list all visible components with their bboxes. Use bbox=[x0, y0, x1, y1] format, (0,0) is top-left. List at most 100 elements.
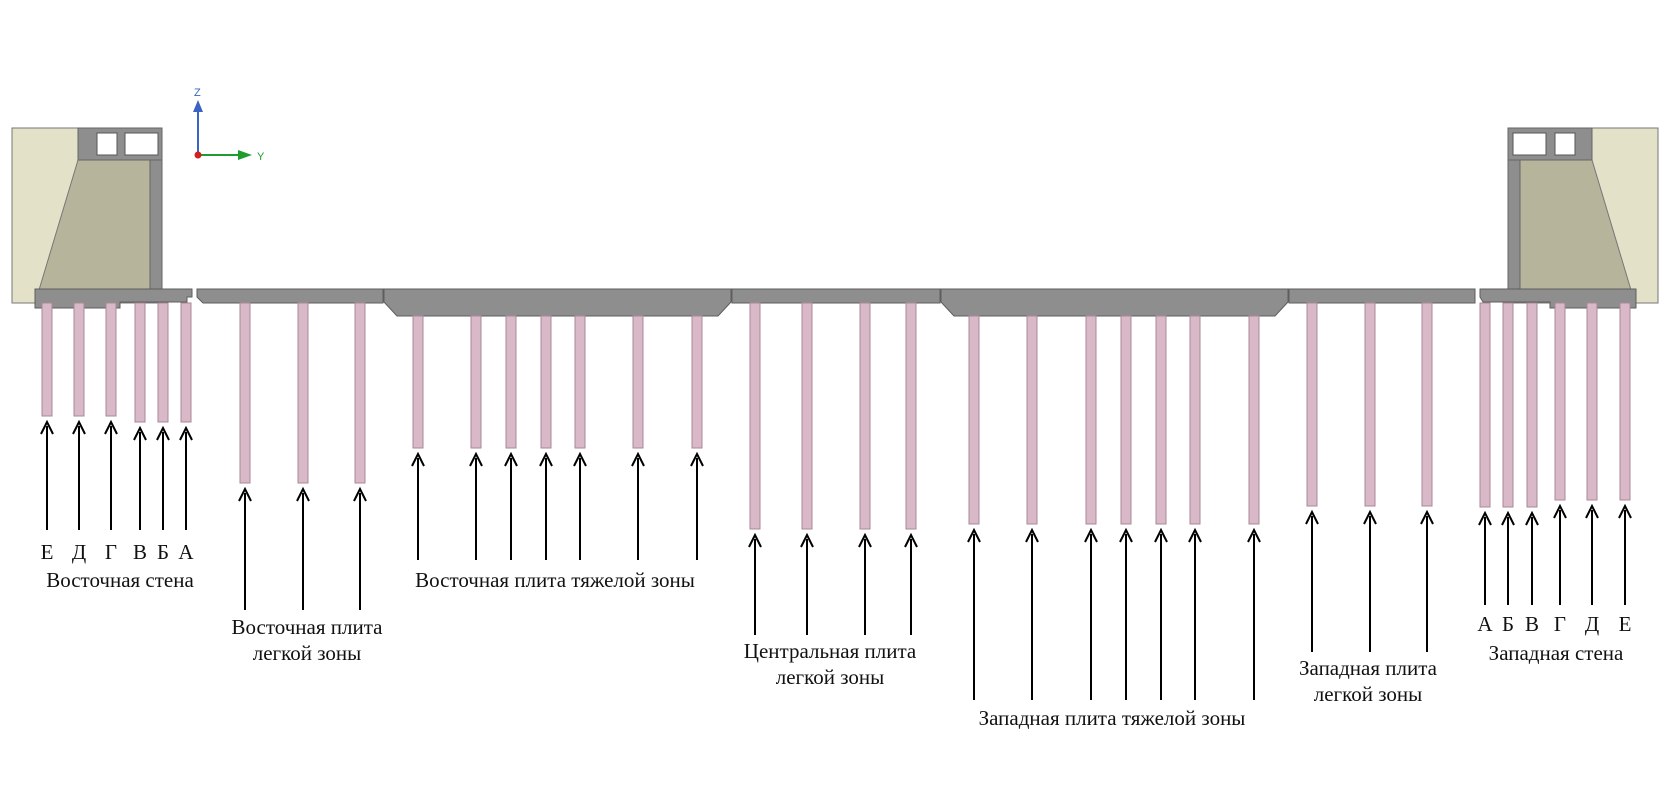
axis-triad: Z Y bbox=[193, 87, 265, 163]
west-heavy-pile bbox=[1248, 315, 1260, 525]
east-wall-pile bbox=[180, 302, 192, 423]
axis-z-label: Z bbox=[194, 87, 201, 99]
west-heavy-pile bbox=[968, 315, 980, 525]
east-light-arrow-head bbox=[296, 486, 310, 502]
west-wall-arrow-head bbox=[1525, 510, 1539, 526]
east-wall-arrow-head bbox=[72, 419, 86, 435]
east-light-pile bbox=[354, 302, 366, 484]
label-west-light-line1: Западная плита bbox=[1299, 656, 1437, 680]
east-abutment bbox=[11, 127, 163, 304]
east-wall-letter: А bbox=[178, 540, 194, 564]
west-wall-arrow-head bbox=[1618, 503, 1632, 519]
west-wall-letter: Е bbox=[1618, 612, 1632, 636]
east-wall-pile bbox=[134, 302, 146, 423]
east-wall-letter: Е bbox=[40, 540, 54, 564]
label-central-light-line2: легкой зоны bbox=[775, 665, 885, 689]
label-east-light-line2: легкой зоны bbox=[252, 641, 362, 665]
central-light-arrow-head bbox=[904, 532, 918, 548]
east-heavy-arrow-head bbox=[469, 451, 483, 467]
east-wall-letter: Г bbox=[104, 540, 118, 564]
central-light-slab bbox=[731, 288, 941, 304]
east-heavy-pile bbox=[540, 315, 552, 449]
west-wall-arrow-head bbox=[1585, 503, 1599, 519]
east-heavy-pile bbox=[691, 315, 703, 449]
west-heavy-arrow-head bbox=[967, 527, 981, 543]
west-wall-pile bbox=[1619, 302, 1631, 501]
west-wall-pile bbox=[1502, 302, 1514, 508]
east-heavy-arrow-head bbox=[504, 451, 518, 467]
west-light-pile bbox=[1364, 302, 1376, 507]
slabs bbox=[34, 288, 1637, 317]
east-wall-pile bbox=[105, 302, 117, 417]
label-west-wall: Западная стена bbox=[1488, 641, 1624, 665]
west-wall-arrow-head bbox=[1553, 503, 1567, 519]
west-wall-pile bbox=[1554, 302, 1566, 501]
west-wall-letter: Д bbox=[1584, 612, 1600, 636]
west-light-arrow-head bbox=[1305, 509, 1319, 525]
east-wall-pile bbox=[157, 302, 169, 423]
central-light-arrow-head bbox=[748, 532, 762, 548]
east-heavy-pile bbox=[412, 315, 424, 449]
east-light-arrow-head bbox=[353, 486, 367, 502]
axis-y-label: Y bbox=[257, 151, 265, 163]
west-heavy-arrow-head bbox=[1188, 527, 1202, 543]
east-heavy-pile bbox=[470, 315, 482, 449]
east-heavy-pile bbox=[505, 315, 517, 449]
west-wall-letter: В bbox=[1524, 612, 1540, 636]
west-heavy-arrow-head bbox=[1154, 527, 1168, 543]
label-west-heavy-slab: Западная плита тяжелой зоны bbox=[978, 706, 1246, 730]
west-heavy-arrow-head bbox=[1025, 527, 1039, 543]
east-wall-arrow-head bbox=[133, 425, 147, 441]
piles bbox=[41, 302, 1631, 530]
west-heavy-pile bbox=[1026, 315, 1038, 525]
east-heavy-arrow-head bbox=[690, 451, 704, 467]
central-light-pile bbox=[905, 302, 917, 530]
east-heavy-arrow-head bbox=[539, 451, 553, 467]
east-wall-arrow-head bbox=[156, 425, 170, 441]
east-heavy-pile bbox=[574, 315, 586, 449]
west-wall-letter: А bbox=[1477, 612, 1493, 636]
east-wall-arrow-head bbox=[104, 419, 118, 435]
label-west-light-slab: Западная плита легкой зоны bbox=[1299, 655, 1437, 707]
west-wall-arrow-head bbox=[1501, 510, 1515, 526]
west-heavy-slab bbox=[940, 288, 1289, 317]
west-abutment bbox=[1507, 127, 1659, 304]
central-light-pile bbox=[749, 302, 761, 530]
west-light-arrow-head bbox=[1363, 509, 1377, 525]
west-light-pile bbox=[1421, 302, 1433, 507]
east-wall-pile bbox=[41, 302, 53, 417]
west-light-pile bbox=[1306, 302, 1318, 507]
west-heavy-pile bbox=[1120, 315, 1132, 525]
label-east-light-line1: Восточная плита bbox=[231, 615, 383, 639]
east-light-slab bbox=[196, 288, 384, 304]
east-wall-arrow-head bbox=[179, 425, 193, 441]
west-heavy-pile bbox=[1155, 315, 1167, 525]
west-heavy-arrow-head bbox=[1084, 527, 1098, 543]
east-wall-letter: Б bbox=[156, 540, 170, 564]
west-heavy-arrow-head bbox=[1247, 527, 1261, 543]
west-wall-pile bbox=[1479, 302, 1491, 508]
central-light-pile bbox=[801, 302, 813, 530]
label-east-light-slab: Восточная плита легкой зоны bbox=[232, 614, 383, 666]
label-west-light-line2: легкой зоны bbox=[1313, 682, 1423, 706]
central-light-pile bbox=[859, 302, 871, 530]
west-wall-letter: Б bbox=[1501, 612, 1515, 636]
east-light-pile bbox=[239, 302, 251, 484]
east-heavy-arrow-head bbox=[631, 451, 645, 467]
west-wall-arrow-head bbox=[1478, 510, 1492, 526]
west-wall-pile bbox=[1586, 302, 1598, 501]
label-central-light-slab: Центральная плита легкой зоны bbox=[744, 638, 916, 690]
east-heavy-arrow-head bbox=[411, 451, 425, 467]
east-light-pile bbox=[297, 302, 309, 484]
east-wall-pile bbox=[73, 302, 85, 417]
east-wall-letter: В bbox=[132, 540, 148, 564]
label-east-wall: Восточная стена bbox=[46, 568, 194, 592]
label-east-heavy-slab: Восточная плита тяжелой зоны bbox=[415, 568, 695, 592]
west-heavy-pile bbox=[1189, 315, 1201, 525]
west-heavy-arrow-head bbox=[1119, 527, 1133, 543]
west-light-slab bbox=[1288, 288, 1476, 304]
west-wall-pile bbox=[1526, 302, 1538, 508]
